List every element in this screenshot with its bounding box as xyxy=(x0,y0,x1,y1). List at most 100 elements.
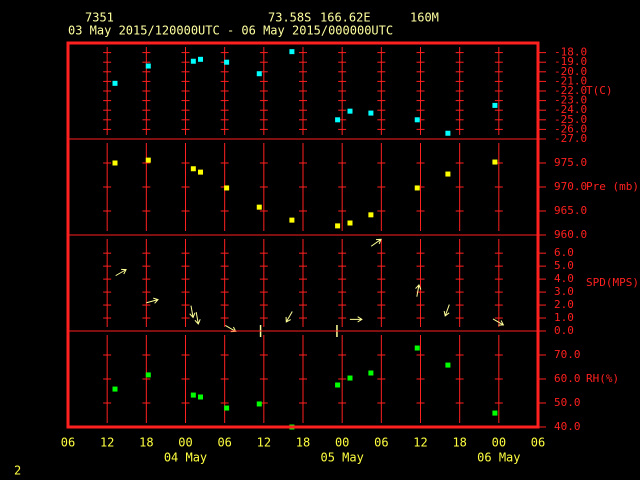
y-tick-label: 3.0 xyxy=(554,285,574,298)
x-tick-label: 18 xyxy=(452,436,466,450)
date-label: 05 May xyxy=(320,451,363,465)
y-tick-label: -23.0 xyxy=(554,94,587,107)
y-tick-label: 975.0 xyxy=(554,156,587,169)
latitude: 73.58S xyxy=(268,11,311,25)
x-tick-label: 00 xyxy=(178,436,192,450)
y-tick-label: 6.0 xyxy=(554,246,574,259)
data-point xyxy=(414,345,420,351)
y-tick-label: -26.0 xyxy=(554,122,587,135)
y-tick-label: -21.0 xyxy=(554,74,587,87)
wind-arrow xyxy=(115,268,127,277)
y-tick-label: 60.0 xyxy=(554,372,581,385)
data-point xyxy=(445,362,451,368)
data-point xyxy=(445,130,451,136)
page-number: 2 xyxy=(14,464,21,478)
data-point xyxy=(492,410,498,416)
y-tick-label: 0.0 xyxy=(554,324,574,337)
x-tick-label: 12 xyxy=(257,436,271,450)
data-point xyxy=(198,169,204,175)
x-tick-label: 06 xyxy=(374,436,388,450)
y-tick-label: -24.0 xyxy=(554,103,587,116)
station-id: 7351 xyxy=(85,11,114,25)
data-point xyxy=(112,160,118,166)
x-tick-label: 06 xyxy=(61,436,75,450)
x-tick-label: 00 xyxy=(335,436,349,450)
y-axis-label: Pre (mb) xyxy=(586,180,639,193)
x-tick-label: 18 xyxy=(139,436,153,450)
y-tick-label: 970.0 xyxy=(554,180,587,193)
y-tick-label: 5.0 xyxy=(554,259,574,272)
data-point xyxy=(414,185,420,191)
data-point xyxy=(112,80,118,86)
y-axis-label: T(C) xyxy=(586,84,613,97)
x-tick-label: 00 xyxy=(492,436,506,450)
data-point xyxy=(145,157,151,163)
y-axis-label: RH(%) xyxy=(586,372,619,385)
data-point xyxy=(347,375,353,381)
wind-arrow xyxy=(285,311,293,323)
y-tick-label: 960.0 xyxy=(554,228,587,241)
data-point xyxy=(335,382,341,388)
y-tick-label: 4.0 xyxy=(554,272,574,285)
y-tick-label: -20.0 xyxy=(554,65,587,78)
elevation: 160M xyxy=(410,11,439,25)
data-point xyxy=(414,117,420,123)
date-label: 04 May xyxy=(164,451,207,465)
x-tick-label: 06 xyxy=(217,436,231,450)
y-tick-label: 2.0 xyxy=(554,298,574,311)
x-tick-label: 12 xyxy=(100,436,114,450)
data-point xyxy=(492,159,498,165)
data-point xyxy=(224,185,230,191)
data-point xyxy=(335,223,341,229)
wind-arrow xyxy=(370,238,382,247)
data-point xyxy=(190,392,196,398)
data-point xyxy=(256,204,262,210)
x-tick-label: 06 xyxy=(531,436,545,450)
wind-arrow xyxy=(492,318,505,326)
data-point xyxy=(335,117,341,123)
data-point xyxy=(256,71,262,77)
data-point xyxy=(347,220,353,226)
y-tick-label: 70.0 xyxy=(554,348,581,361)
y-tick-label: -27.0 xyxy=(554,132,587,145)
data-point xyxy=(198,394,204,400)
data-point xyxy=(347,108,353,114)
y-axis-label: SPD(MPS) xyxy=(586,276,639,289)
frame xyxy=(66,41,540,429)
data-point xyxy=(190,166,196,172)
y-tick-label: -25.0 xyxy=(554,113,587,126)
y-tick-label: 965.0 xyxy=(554,204,587,217)
y-tick-label: -19.0 xyxy=(554,55,587,68)
data-point xyxy=(224,405,230,411)
data-point xyxy=(445,171,451,177)
data-point xyxy=(190,58,196,64)
data-point xyxy=(198,56,204,62)
data-point xyxy=(224,59,230,65)
wind-arrow xyxy=(146,297,159,304)
data-point xyxy=(145,63,151,69)
data-point xyxy=(289,217,295,223)
wind-arrow xyxy=(194,312,201,325)
data-point xyxy=(256,401,262,407)
data-point xyxy=(368,370,374,376)
y-tick-label: 50.0 xyxy=(554,396,581,409)
wind-arrow xyxy=(189,305,196,319)
data-point xyxy=(368,110,374,116)
wind-arrow xyxy=(415,283,422,297)
longitude: 166.62E xyxy=(320,11,371,25)
y-tick-label: 40.0 xyxy=(554,420,581,433)
data-point xyxy=(112,386,118,392)
data-point xyxy=(368,212,374,218)
date-label: 06 May xyxy=(477,451,520,465)
data-point xyxy=(492,102,498,108)
y-tick-label: -18.0 xyxy=(554,46,587,59)
wind-arrow xyxy=(349,316,363,323)
x-tick-label: 12 xyxy=(413,436,427,450)
data-point xyxy=(289,49,295,55)
data-point xyxy=(145,372,151,378)
period: 03 May 2015/120000UTC - 06 May 2015/0000… xyxy=(68,24,393,38)
wind-arrow xyxy=(443,304,450,317)
x-tick-label: 18 xyxy=(296,436,310,450)
y-tick-label: 1.0 xyxy=(554,311,574,324)
